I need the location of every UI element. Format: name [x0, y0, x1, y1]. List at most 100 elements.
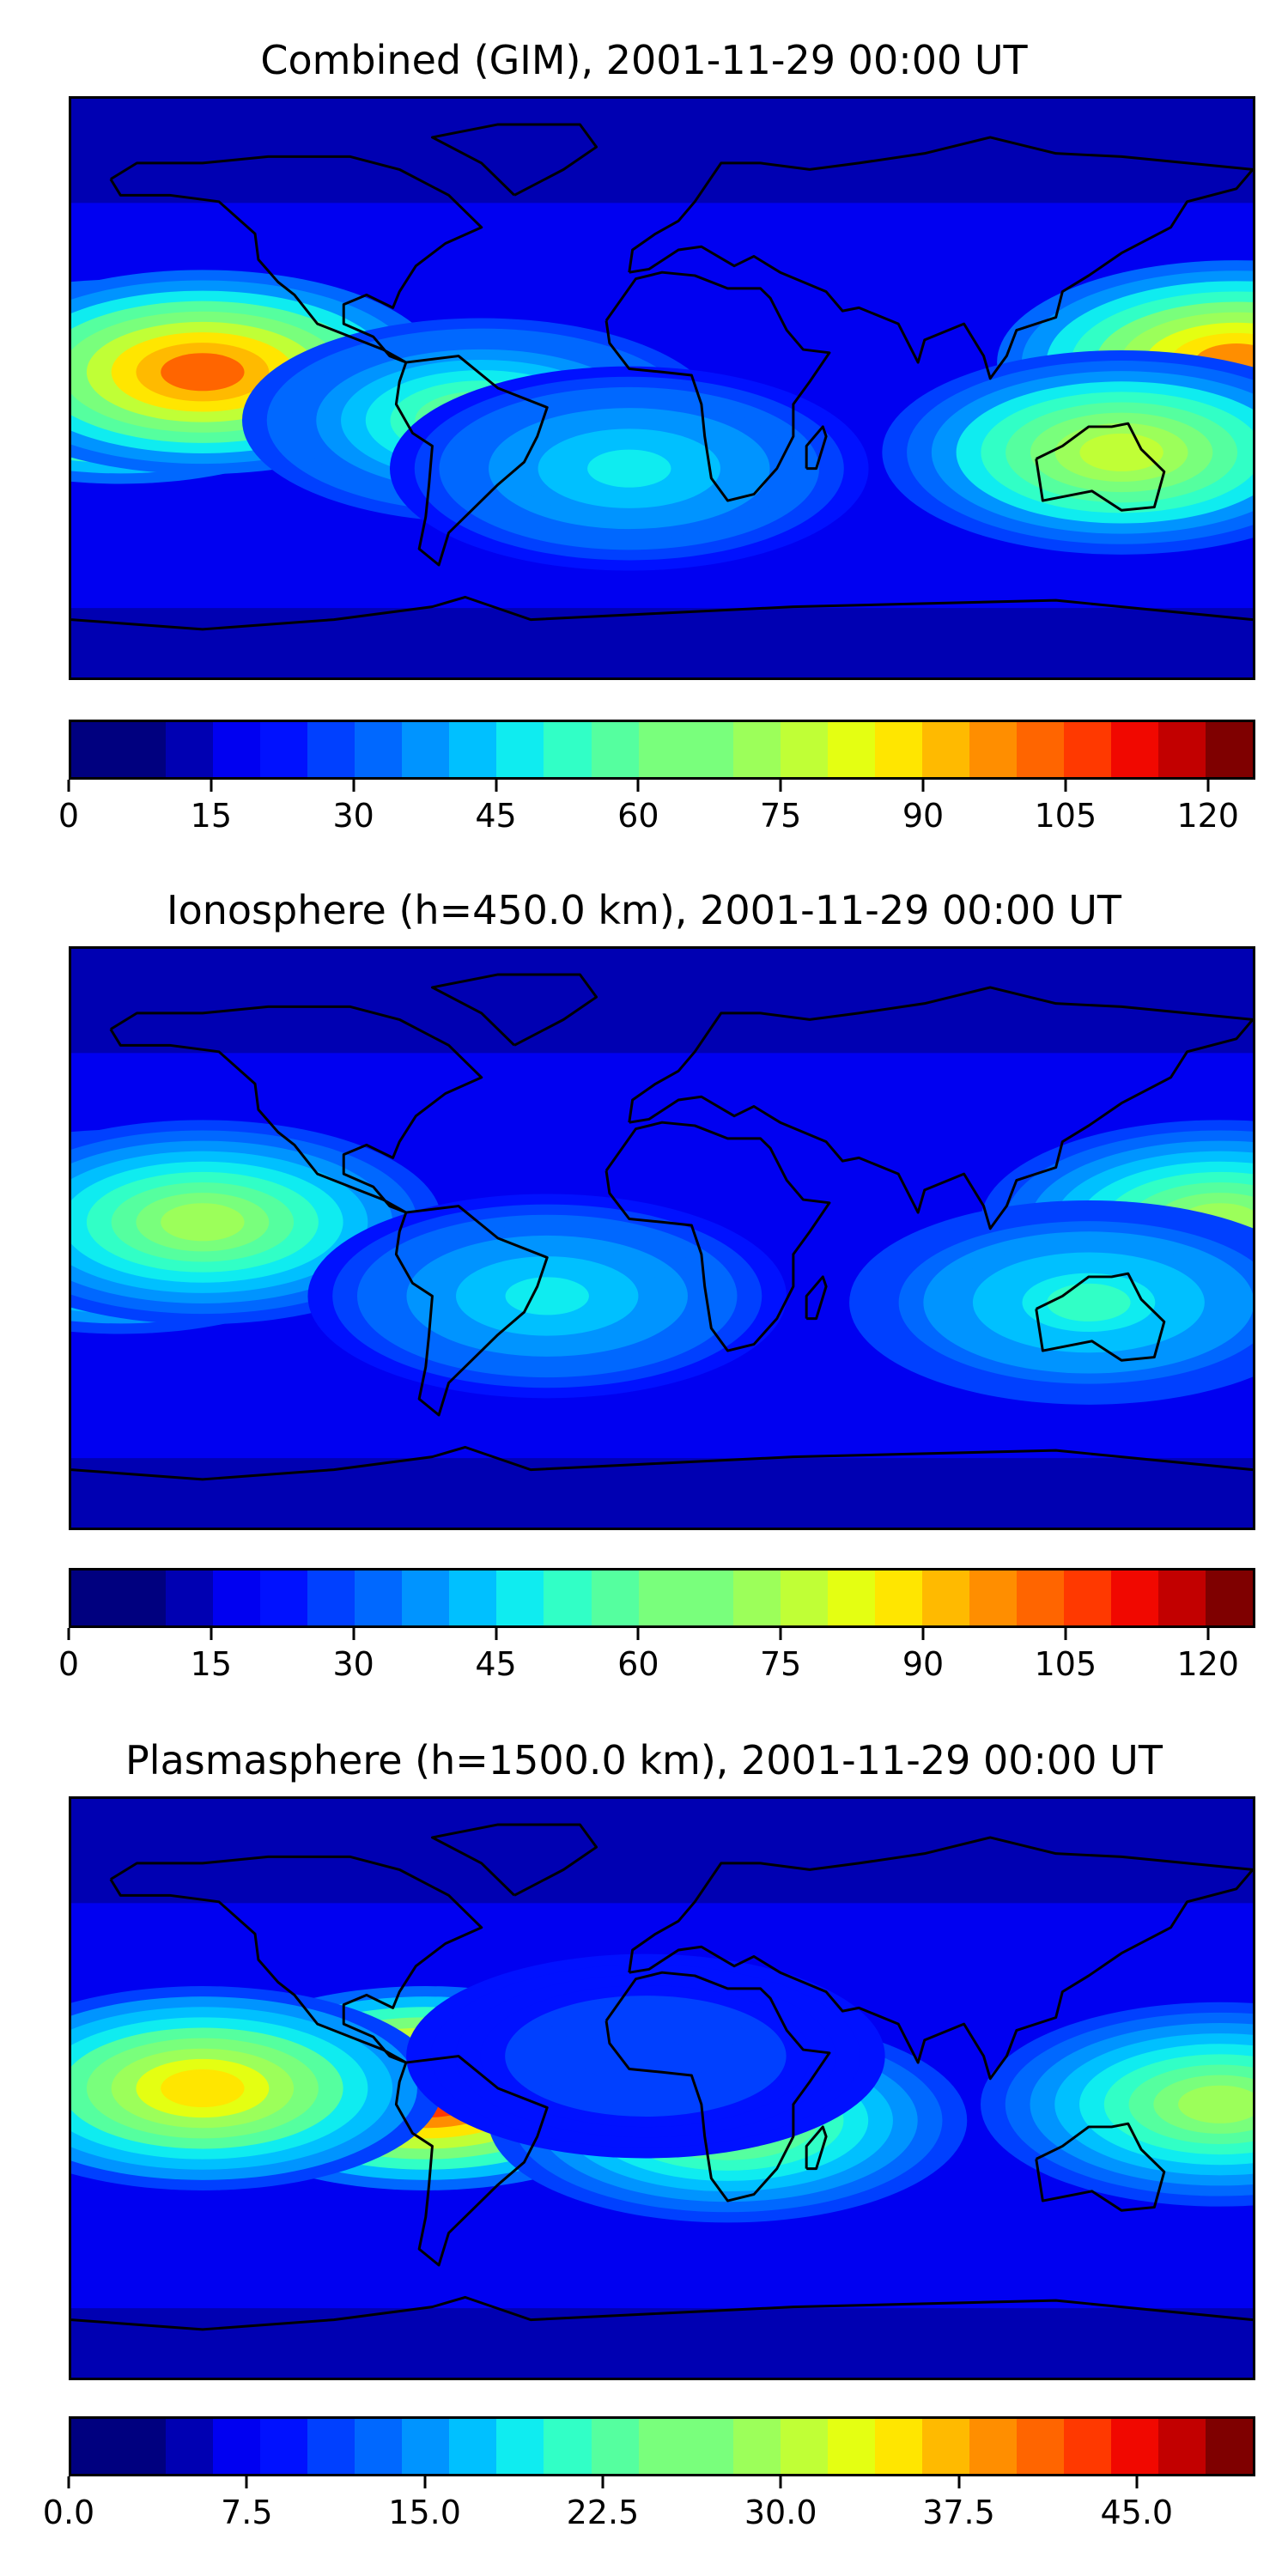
colorbar — [69, 720, 1255, 780]
polar-band — [71, 2308, 1253, 2378]
colorbar-tick — [352, 1628, 355, 1640]
colorbar-segment — [1016, 2419, 1064, 2474]
tec-map — [71, 99, 1253, 677]
coastline — [71, 2295, 1253, 2331]
colorbar-segment — [638, 722, 686, 777]
colorbar-tick-label: 22.5 — [566, 2494, 640, 2531]
colorbar-segment — [355, 722, 403, 777]
colorbar-segment — [1063, 722, 1112, 777]
map-title: Ionosphere (h=450.0 km), 2001-11-29 00:0… — [167, 887, 1121, 933]
contour-level — [1079, 433, 1163, 471]
colorbar-tick-label: 7.5 — [221, 2494, 273, 2531]
colorbar-segment — [1158, 1571, 1206, 1625]
polar-band — [71, 949, 1253, 1054]
colorbar-tick-label: 60 — [617, 797, 659, 835]
colorbar-tick — [245, 2476, 248, 2488]
colorbar-segment — [1158, 2419, 1206, 2474]
colorbar-segment — [260, 2419, 308, 2474]
colorbar-segment — [496, 1571, 544, 1625]
colorbar-tick — [1135, 2476, 1139, 2488]
colorbar-segment — [780, 722, 828, 777]
colorbar-tick — [1064, 780, 1067, 792]
colorbar-segment — [260, 1571, 308, 1625]
contour-level — [161, 1203, 245, 1242]
colorbar-tick — [957, 2476, 960, 2488]
coastline — [394, 2055, 549, 2267]
colorbar-tick-label: 60 — [617, 1645, 659, 1683]
colorbar-segment — [685, 2419, 733, 2474]
colorbar-segment — [213, 2419, 261, 2474]
colorbar-tick-label: 120 — [1176, 797, 1239, 835]
colorbar-segment — [544, 1571, 592, 1625]
coastline — [1035, 2122, 1166, 2212]
colorbar-segment — [118, 1571, 167, 1625]
colorbar-segment — [544, 2419, 592, 2474]
colorbar-segment — [1063, 2419, 1112, 2474]
colorbar-segment — [921, 722, 969, 777]
coastline — [71, 1445, 1253, 1481]
coastline — [109, 1005, 483, 1214]
coastline — [605, 270, 831, 502]
colorbar-segment — [827, 722, 875, 777]
colorbar-tick-label: 15 — [190, 1645, 233, 1683]
colorbar-segment — [118, 722, 167, 777]
colorbar-segment — [1063, 1571, 1112, 1625]
map-title: Combined (GIM), 2001-11-29 00:00 UT — [260, 37, 1028, 83]
colorbar-tick — [495, 1628, 498, 1640]
colorbar-tick-label: 45 — [475, 1645, 517, 1683]
colorbar-segment — [213, 722, 261, 777]
contour-level — [1047, 1283, 1131, 1321]
colorbar-tick-label: 30 — [332, 797, 374, 835]
colorbar-segment — [921, 1571, 969, 1625]
colorbar-segment — [213, 1571, 261, 1625]
colorbar-segment — [591, 2419, 639, 2474]
polar-band — [71, 99, 1253, 204]
colorbar-segment — [638, 1571, 686, 1625]
coastline — [1035, 422, 1166, 512]
colorbar-segment — [591, 722, 639, 777]
colorbar-ticks: 0.0 7.5 15.0 22.5 30.0 37.5 45.0 — [43, 2476, 1255, 2531]
tec-map — [71, 1799, 1253, 2378]
colorbar-segment — [874, 2419, 922, 2474]
colorbar-segment — [166, 1571, 214, 1625]
colorbar-tick — [601, 2476, 605, 2488]
colorbar-segment — [449, 2419, 497, 2474]
colorbar-segment — [71, 1571, 119, 1625]
colorbar-tick-label: 90 — [902, 1645, 945, 1683]
coastline — [394, 355, 549, 567]
colorbar-tick — [1206, 1628, 1210, 1640]
colorbar-segment — [307, 1571, 355, 1625]
coastline — [430, 123, 598, 197]
coastline — [805, 1275, 828, 1321]
colorbar-segment — [874, 722, 922, 777]
colorbar-ticks: 0 15 30 45 60 75 90 105 120 — [58, 1628, 1255, 1683]
colorbar-segment — [496, 722, 544, 777]
coastline — [430, 973, 598, 1047]
colorbar-tick-label: 105 — [1034, 797, 1097, 835]
colorbar-segment — [402, 2419, 450, 2474]
coastline — [1035, 1272, 1166, 1362]
colorbar-segment — [1206, 2419, 1254, 2474]
colorbar-tick — [210, 1628, 213, 1640]
colorbar-tick — [779, 1628, 782, 1640]
colorbar-segment — [732, 722, 781, 777]
colorbar-segment — [307, 722, 355, 777]
map-area — [69, 1796, 1255, 2380]
coastline — [394, 1205, 549, 1417]
colorbar-tick-label: 120 — [1176, 1645, 1239, 1683]
colorbar-ticks: 0 15 30 45 60 75 90 105 120 — [58, 780, 1255, 835]
colorbar-tick-label: 0 — [58, 1645, 80, 1683]
colorbar-tick — [67, 780, 70, 792]
colorbar-tick-label: 37.5 — [922, 2494, 995, 2531]
colorbar-tick-label: 30 — [332, 1645, 374, 1683]
polar-band — [71, 1458, 1253, 1528]
colorbar-tick-label: 0.0 — [42, 2494, 95, 2531]
colorbar-tick-label: 15.0 — [388, 2494, 461, 2531]
colorbar-segment — [685, 722, 733, 777]
colorbar-segment — [827, 1571, 875, 1625]
colorbar-tick — [779, 2476, 782, 2488]
colorbar — [69, 2416, 1255, 2476]
map-area — [69, 96, 1255, 680]
contour-level — [161, 353, 245, 392]
colorbar-tick — [921, 780, 925, 792]
